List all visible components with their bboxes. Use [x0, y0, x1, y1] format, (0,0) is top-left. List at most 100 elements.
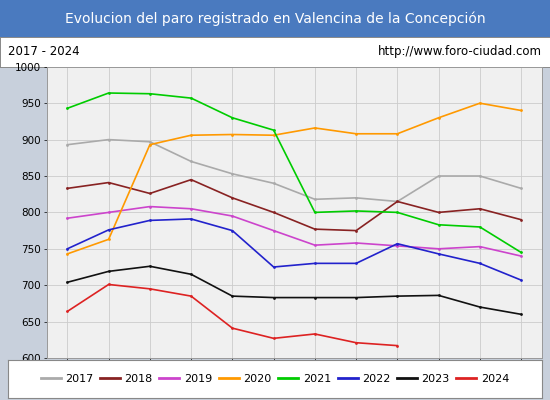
2018 — [311, 227, 318, 232]
2023 — [436, 293, 442, 298]
Line: 2022: 2022 — [66, 218, 522, 282]
Line: 2019: 2019 — [66, 205, 522, 258]
Legend: 2017, 2018, 2019, 2020, 2021, 2022, 2023, 2024: 2017, 2018, 2019, 2020, 2021, 2022, 2023… — [36, 370, 514, 388]
Line: 2018: 2018 — [66, 178, 522, 232]
Line: 2020: 2020 — [66, 102, 522, 255]
2019 — [146, 204, 153, 209]
2018 — [518, 217, 525, 222]
2019 — [229, 214, 235, 218]
2017 — [146, 139, 153, 144]
2022 — [188, 216, 195, 221]
2021 — [64, 106, 70, 111]
2024 — [353, 340, 360, 345]
2020 — [106, 237, 112, 242]
2022 — [146, 218, 153, 223]
2023 — [518, 312, 525, 317]
2018 — [64, 186, 70, 191]
2018 — [188, 177, 195, 182]
2024 — [146, 286, 153, 291]
2023 — [311, 295, 318, 300]
2017 — [353, 196, 360, 200]
2018 — [106, 180, 112, 185]
2019 — [106, 210, 112, 215]
2017 — [188, 159, 195, 164]
2023 — [394, 294, 400, 298]
2018 — [353, 228, 360, 233]
2018 — [476, 206, 483, 211]
2021 — [436, 222, 442, 227]
2022 — [311, 261, 318, 266]
2019 — [518, 254, 525, 258]
2017 — [106, 137, 112, 142]
2017 — [271, 181, 277, 186]
Line: 2023: 2023 — [66, 265, 522, 316]
2020 — [436, 115, 442, 120]
2020 — [64, 252, 70, 256]
2017 — [436, 174, 442, 178]
2020 — [311, 126, 318, 130]
2019 — [311, 243, 318, 248]
2018 — [146, 191, 153, 196]
2021 — [146, 91, 153, 96]
2021 — [394, 210, 400, 215]
2022 — [106, 228, 112, 232]
2023 — [146, 264, 153, 269]
Text: Evolucion del paro registrado en Valencina de la Concepción: Evolucion del paro registrado en Valenci… — [65, 11, 485, 26]
2019 — [353, 240, 360, 245]
2020 — [229, 132, 235, 137]
2022 — [64, 246, 70, 251]
2018 — [229, 196, 235, 200]
2020 — [476, 101, 483, 106]
2019 — [476, 244, 483, 249]
2023 — [188, 272, 195, 277]
2017 — [394, 199, 400, 204]
2021 — [229, 115, 235, 120]
Text: 2017 - 2024: 2017 - 2024 — [8, 45, 80, 58]
2021 — [271, 128, 277, 132]
2018 — [271, 210, 277, 215]
Text: http://www.foro-ciudad.com: http://www.foro-ciudad.com — [378, 45, 542, 58]
2023 — [229, 294, 235, 298]
2020 — [271, 133, 277, 138]
2020 — [353, 131, 360, 136]
2017 — [64, 142, 70, 147]
2022 — [518, 278, 525, 282]
2023 — [476, 305, 483, 310]
2021 — [311, 210, 318, 215]
2020 — [394, 131, 400, 136]
2022 — [271, 265, 277, 270]
2019 — [394, 244, 400, 248]
2022 — [353, 261, 360, 266]
2017 — [229, 172, 235, 176]
2017 — [518, 186, 525, 191]
2023 — [271, 295, 277, 300]
2024 — [394, 343, 400, 348]
2024 — [311, 332, 318, 336]
2022 — [476, 261, 483, 266]
2017 — [476, 174, 483, 178]
2022 — [394, 241, 400, 246]
2021 — [353, 208, 360, 213]
2021 — [188, 96, 195, 100]
2022 — [436, 252, 442, 256]
2024 — [188, 294, 195, 298]
2024 — [271, 336, 277, 341]
2020 — [518, 108, 525, 113]
2019 — [436, 246, 442, 251]
2024 — [106, 282, 112, 287]
2021 — [106, 91, 112, 96]
2024 — [64, 309, 70, 314]
2020 — [146, 142, 153, 147]
2022 — [229, 228, 235, 233]
2020 — [188, 133, 195, 138]
2023 — [106, 269, 112, 274]
Line: 2021: 2021 — [66, 92, 522, 254]
2024 — [229, 326, 235, 330]
2017 — [311, 197, 318, 202]
2021 — [518, 250, 525, 255]
2019 — [64, 216, 70, 221]
2023 — [64, 280, 70, 285]
2021 — [476, 224, 483, 229]
2018 — [394, 199, 400, 204]
2023 — [353, 295, 360, 300]
